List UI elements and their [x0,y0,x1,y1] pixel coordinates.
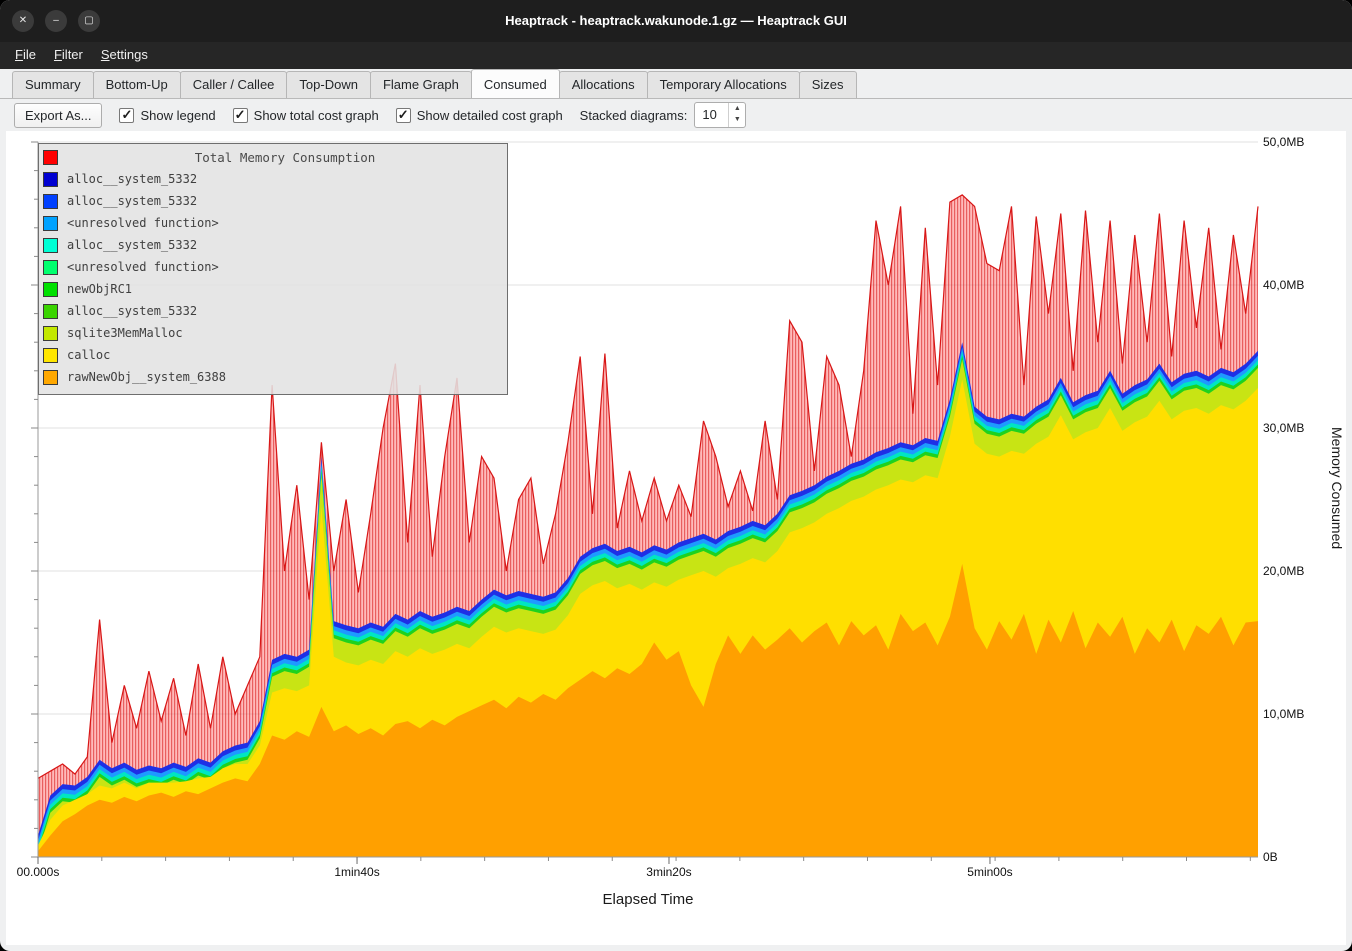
legend-swatch-icon [43,238,58,253]
show-total-cost-checkbox[interactable]: Show total cost graph [232,107,379,123]
menu-file[interactable]: File [15,47,36,62]
tab-consumed[interactable]: Consumed [470,69,560,98]
y-tick-label: 40,0MB [1263,278,1304,292]
stacked-diagrams-group: Stacked diagrams: 10 ▲ ▼ [580,102,747,128]
legend-label: alloc__system_5332 [67,194,198,208]
checkbox-box-icon [232,107,248,123]
tab-bottom-up[interactable]: Bottom-Up [92,71,181,98]
legend-item: <unresolved function> [39,257,507,279]
menu-bar: File Filter Settings [0,42,1352,69]
close-button[interactable]: ✕ [12,10,34,32]
legend-swatch-icon [43,150,58,165]
legend-label: sqlite3MemMalloc [67,326,183,340]
area-rawnewobj [38,563,1258,857]
show-detailed-cost-checkbox[interactable]: Show detailed cost graph [395,107,563,123]
legend-item: alloc__system_5332 [39,169,507,191]
legend-label: newObjRC1 [67,282,133,296]
legend-item: alloc__system_5332 [39,191,507,213]
tab-summary[interactable]: Summary [12,71,94,98]
checkbox-label: Show total cost graph [253,107,379,123]
tab-caller-callee[interactable]: Caller / Callee [179,71,288,98]
x-tick-label: 1min40s [334,865,379,879]
close-icon: ✕ [18,15,28,26]
legend-label: rawNewObj__system_6388 [67,370,226,384]
legend-label: <unresolved function> [67,216,219,230]
spinbox-value[interactable]: 10 [702,107,717,122]
spin-up-icon[interactable]: ▲ [733,105,741,112]
checkbox-label: Show detailed cost graph [416,107,563,123]
x-tick-label: 5min00s [967,865,1012,879]
minimize-icon: – [53,15,59,26]
spinbox-buttons: ▲ ▼ [728,103,745,127]
y-tick-label: 50,0MB [1263,135,1304,149]
legend-item: <unresolved function> [39,213,507,235]
memory-chart-panel: 0B 10,0MB 20,0MB 30,0MB 40,0MB 50,0MB 00.000s 1… [6,131,1346,945]
export-as-button[interactable]: Export As... [14,102,103,128]
memory-consumed-chart[interactable]: 0B 10,0MB 20,0MB 30,0MB 40,0MB 50,0MB 00.000s 1… [6,131,1346,945]
menu-settings[interactable]: Settings [100,47,148,62]
legend-label: calloc [67,348,111,362]
stacked-diagrams-spinbox[interactable]: 10 ▲ ▼ [694,102,747,128]
toolbar: Export As... Show legend Show total cost… [0,99,1352,131]
legend-label: alloc__system_5332 [67,172,198,186]
legend-label: alloc__system_5332 [67,304,198,318]
x-axis-title: Elapsed Time [603,891,694,908]
legend-swatch-icon [43,194,58,209]
y-tick-label: 20,0MB [1263,564,1304,578]
checkbox-label: Show legend [140,107,216,123]
checkbox-box-icon [119,107,135,123]
y-tick-label: 10,0MB [1263,707,1304,721]
x-tick-label: 00.000s [17,865,60,879]
tab-allocations[interactable]: Allocations [558,71,648,98]
tab-bar: Summary Bottom-Up Caller / Callee Top-Do… [0,69,1352,99]
x-tick-label: 3min20s [646,865,691,879]
legend-label: Total Memory Consumption [194,150,376,165]
legend-swatch-icon [43,282,58,297]
maximize-button[interactable]: ▢ [78,10,100,32]
legend-swatch-icon [43,216,58,231]
title-bar: ✕ – ▢ Heaptrack - heaptrack.wakunode.1.g… [0,0,1352,42]
menu-filter[interactable]: Filter [53,47,83,62]
legend-swatch-icon [43,370,58,385]
window-title: Heaptrack - heaptrack.wakunode.1.gz — He… [505,13,847,28]
stacked-diagrams-label: Stacked diagrams: [579,107,688,123]
legend-swatch-icon [43,348,58,363]
maximize-icon: ▢ [84,15,94,26]
y-tick-label: 30,0MB [1263,421,1304,435]
legend-item: sqlite3MemMalloc [39,323,507,345]
legend-item: alloc__system_5332 [39,235,507,257]
tab-temporary-allocations[interactable]: Temporary Allocations [646,71,800,98]
show-legend-checkbox[interactable]: Show legend [119,107,216,123]
legend-swatch-icon [43,260,58,275]
tab-sizes[interactable]: Sizes [798,71,857,98]
tab-top-down[interactable]: Top-Down [286,71,371,98]
tab-flame-graph[interactable]: Flame Graph [369,71,472,98]
y-tick-label: 0B [1263,850,1278,864]
legend-swatch-icon [43,326,58,341]
legend-title-row: Total Memory Consumption [39,147,507,169]
legend-label: <unresolved function> [67,260,219,274]
legend-item: newObjRC1 [39,279,507,301]
line-total-memory [37,194,1259,779]
spin-down-icon[interactable]: ▼ [733,116,741,123]
legend-swatch-icon [43,172,58,187]
legend-label: alloc__system_5332 [67,238,198,252]
legend-item: calloc [39,345,507,367]
minimize-button[interactable]: – [45,10,67,32]
legend-item: alloc__system_5332 [39,301,507,323]
y-axis-title: Memory Consumed [1329,427,1345,549]
legend-swatch-icon [43,304,58,319]
window-controls: ✕ – ▢ [12,10,100,32]
chart-legend: Total Memory Consumption alloc__system_53… [38,143,508,395]
checkbox-box-icon [395,107,411,123]
legend-item: rawNewObj__system_6388 [39,367,507,389]
